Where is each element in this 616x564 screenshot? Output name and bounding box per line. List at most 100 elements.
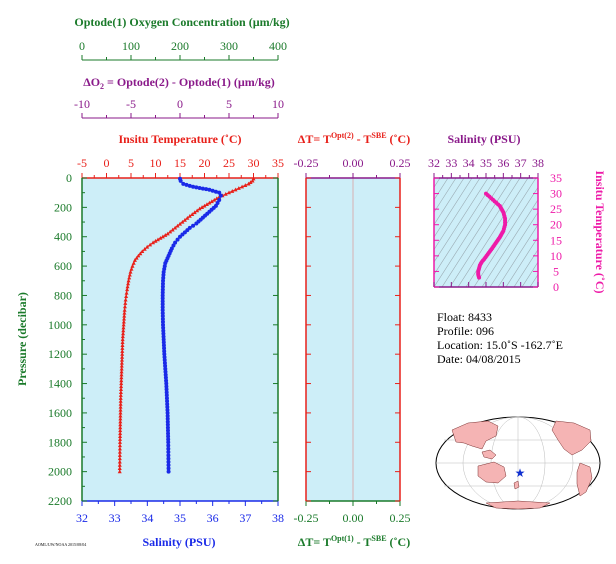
pressure-axis-tick-label: 1200 [48,347,72,361]
profile-number: Profile: 096 [437,324,494,338]
oxygen-axis-tick-label: 300 [220,39,238,53]
temperature-point [119,357,124,362]
delta-o2-axis-tick-label: -5 [126,97,136,111]
salinity-point [161,275,166,280]
temperature-point [236,186,241,190]
temperature-point [121,319,126,324]
salinity-point [163,366,168,371]
temperature-point [240,184,245,189]
temperature-point [132,258,137,262]
temperature-point [119,363,124,368]
delta-t-bottom-axis-tick-label: 0.25 [390,511,411,525]
salinity-point [162,349,167,354]
salinity-point [164,393,169,398]
temperature-point [182,217,187,222]
pressure-axis-tick-label: 1600 [48,406,72,420]
oxygen-axis-title: Optode(1) Oxygen Concentration (µm/kg) [74,15,289,29]
temperature-point [136,253,141,258]
salinity-point [164,384,169,389]
footer-code: AOML/UW/NOAA 2015/08/04 [35,542,86,547]
temperature-point [118,413,123,418]
salinity-point [178,234,182,239]
temperature-point [168,229,173,234]
delta-t-panel: ΔT= TOpt(2) - TSBE (˚C) -0.25 0.00 0.25-0.… [294,131,411,549]
temperature-point [117,462,122,467]
salinity-point [171,243,176,248]
temperature-point [123,301,128,305]
salinity-axis-tick-label: 37 [239,511,251,525]
ts-temperature-axis-tick-label: 10 [550,249,562,263]
temperature-point [118,396,123,400]
ts-salinity-axis-tick-label: 37 [515,156,527,170]
salinity-point [166,469,171,474]
temperature-point [126,278,131,283]
ts-salinity-axis-tick-label: 36 [497,156,509,170]
temperature-point [120,337,125,342]
salinity-point [215,200,220,205]
ts-density-contour [434,178,497,276]
salinity-point [162,346,167,351]
salinity-point [165,416,170,421]
salinity-point [161,269,166,274]
temperature-point [248,180,253,185]
location: Location: 15.0˚S -162.7˚E [437,338,563,352]
temperature-point [118,431,123,436]
globe-map: ★ [435,416,601,510]
temperature-point [119,369,124,374]
temperature-point [118,428,123,433]
temperature-point [120,351,125,356]
temperature-point [158,235,163,240]
salinity-point [166,443,171,448]
temperature-point [118,422,123,427]
date: Date: 04/08/2015 [437,352,521,366]
temperature-point [121,322,126,327]
temperature-point [151,240,156,245]
salinity-point [160,290,165,295]
ts-salinity-axis-tick-label: 38 [532,156,544,170]
ts-density-contour [497,224,538,287]
salinity-point [161,334,166,339]
salinity-series [160,176,223,474]
temperature-point [122,316,127,321]
salinity-point [160,293,165,298]
temperature-point [204,202,209,207]
temperature-point [118,437,123,441]
temperature-point [119,387,124,392]
salinity-point [160,296,165,301]
salinity-point [163,372,168,377]
oxygen-axis: Optode(1) Oxygen Concentration (µm/kg) 0… [74,15,290,61]
oxygen-axis-tick-label: 0 [79,39,85,53]
temperature-point [160,234,165,239]
delta-t-top-axis-tick-label: 0.00 [343,156,364,170]
salinity-point [162,355,167,360]
temperature-point [125,287,130,292]
ts-density-contour [434,178,481,251]
temperature-point [173,225,178,230]
temperature-point [122,310,127,315]
salinity-point [161,328,166,333]
temperature-axis-tick-label: -5 [77,156,87,170]
salinity-point [191,184,196,189]
delta-t-bottom-axis-tick-label: -0.25 [294,511,319,525]
temperature-point [178,221,182,226]
oxygen-axis-ticks: 0 100 200 300 400 [79,39,287,60]
ts-temperature-axis-title: Insitu Temperature (˚C) [593,170,607,293]
ts-density-contour [529,273,538,287]
salinity-axis-tick-label: 33 [109,511,121,525]
temperature-point [122,313,127,318]
delta-o2-axis-tick-label: 0 [177,97,183,111]
salinity-point [160,299,165,304]
oxygen-axis-tick-label: 200 [171,39,189,53]
temperature-axis-tick-label: 15 [174,156,186,170]
ts-density-contour [434,178,457,213]
salinity-point [164,381,169,386]
temperature-point [118,404,123,409]
pressure-axis-title: Pressure (decibar) [15,292,29,386]
ts-temperature-axis-tick-label: 0 [553,280,559,294]
ts-density-contour [481,199,538,287]
pressure-axis-tick-label: 1800 [48,435,72,449]
salinity-point [161,325,166,330]
salinity-point [166,450,171,455]
ts-temperature-axis-tick-label: 5 [553,264,559,278]
